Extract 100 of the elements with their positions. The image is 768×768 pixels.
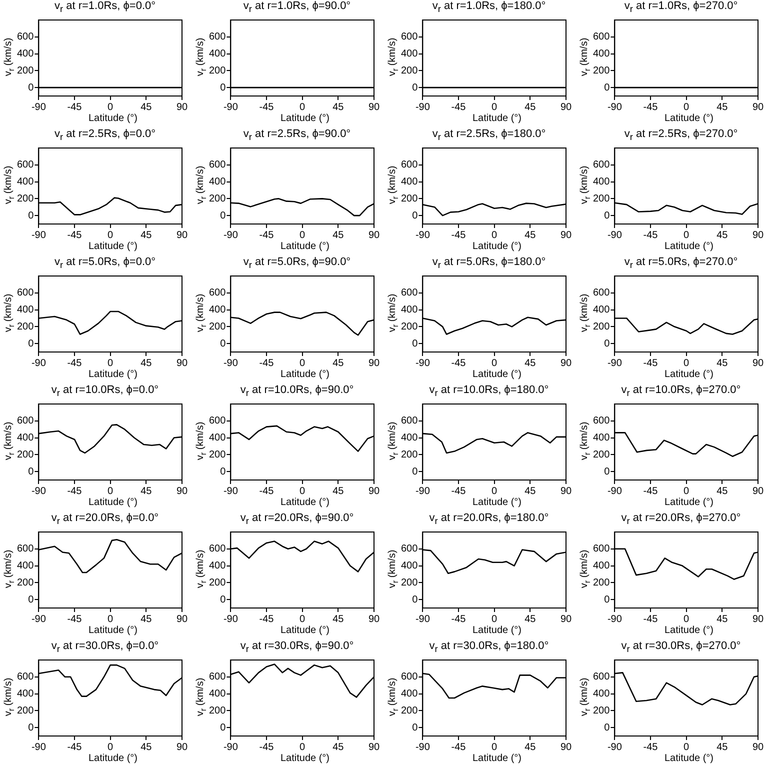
- x-tick-label: 45: [716, 102, 728, 113]
- y-tick-label: 600: [592, 416, 610, 427]
- y-tick-label: 0: [412, 82, 418, 94]
- x-tick-label: -45: [451, 742, 466, 753]
- x-tick-label: -45: [259, 102, 274, 113]
- x-tick-label: 45: [332, 102, 344, 113]
- x-tick-label: 0: [684, 358, 690, 369]
- chart-title: v$_{r}$ at r=20.0Rs, ϕ=0.0°: [50, 512, 160, 528]
- x-tick-label: -45: [643, 358, 658, 369]
- x-tick-label: 90: [368, 614, 380, 625]
- x-tick-label: -90: [415, 230, 430, 241]
- x-tick-label: 0: [492, 742, 498, 753]
- y-tick-label: 600: [16, 544, 34, 555]
- y-tick-label: 200: [16, 65, 34, 76]
- x-tick-label: 0: [492, 486, 498, 497]
- y-tick-label: 200: [592, 577, 610, 588]
- y-tick-label: 0: [220, 466, 226, 478]
- x-tick-label: 45: [524, 486, 536, 497]
- x-tick-label: 45: [140, 230, 152, 241]
- y-tick-label: 400: [16, 176, 34, 188]
- x-tick-label: 90: [560, 358, 572, 369]
- y-tick-label: 600: [16, 672, 34, 683]
- x-tick-label: -90: [223, 230, 238, 241]
- y-tick-label: 200: [16, 577, 34, 588]
- y-tick-label: 400: [16, 48, 34, 60]
- x-tick-label: -45: [67, 102, 82, 113]
- y-tick-label: 600: [592, 288, 610, 299]
- y-tick-label: 400: [400, 304, 418, 316]
- x-tick-label: -45: [643, 742, 658, 753]
- chart-title: v$_{r}$ at r=5.0Rs, ϕ=0.0°: [53, 256, 157, 272]
- x-tick-label: 0: [300, 614, 306, 625]
- y-tick-label: 400: [400, 432, 418, 444]
- y-tick-label: 600: [400, 288, 418, 299]
- x-tick-label: -90: [607, 358, 622, 369]
- x-tick-label: 45: [524, 230, 536, 241]
- x-tick-label: -90: [31, 742, 46, 753]
- x-axis-title: Latitude (°): [663, 113, 715, 125]
- x-axis-title: Latitude (°): [87, 369, 139, 381]
- x-tick-label: -90: [607, 742, 622, 753]
- x-tick-label: -45: [67, 486, 82, 497]
- y-tick-label: 400: [208, 48, 226, 60]
- y-tick-label: 200: [400, 705, 418, 716]
- x-tick-label: 45: [524, 358, 536, 369]
- x-tick-label: -90: [31, 230, 46, 241]
- chart-title: v$_{r}$ at r=1.0Rs, ϕ=0.0°: [53, 0, 157, 16]
- x-tick-label: -90: [607, 230, 622, 241]
- x-tick-label: -90: [223, 102, 238, 113]
- y-tick-label: 400: [208, 688, 226, 700]
- y-tick-label: 0: [604, 82, 610, 94]
- x-tick-label: 45: [332, 486, 344, 497]
- x-tick-label: 0: [300, 102, 306, 113]
- x-tick-label: -90: [415, 742, 430, 753]
- y-tick-label: 400: [16, 304, 34, 316]
- y-tick-label: 400: [400, 560, 418, 572]
- x-tick-label: -90: [415, 614, 430, 625]
- x-tick-label: 0: [492, 614, 498, 625]
- x-tick-label: 45: [332, 614, 344, 625]
- y-tick-label: 400: [592, 688, 610, 700]
- x-axis-title: Latitude (°): [663, 625, 715, 637]
- chart-title: v$_{r}$ at r=10.0Rs, ϕ=0.0°: [50, 384, 160, 400]
- x-tick-label: 45: [716, 614, 728, 625]
- y-tick-label: 0: [604, 210, 610, 222]
- x-tick-label: -90: [607, 614, 622, 625]
- chart-title: v$_{r}$ at r=1.0Rs, ϕ=270.0°: [623, 0, 739, 16]
- chart-title: v$_{r}$ at r=10.0Rs, ϕ=90.0°: [239, 384, 355, 400]
- x-tick-label: -90: [223, 486, 238, 497]
- y-tick-label: 600: [400, 32, 418, 43]
- y-tick-label: 200: [208, 193, 226, 204]
- y-tick-label: 0: [412, 466, 418, 478]
- x-tick-label: -45: [451, 230, 466, 241]
- y-tick-label: 0: [220, 82, 226, 94]
- x-tick-label: 90: [176, 230, 188, 241]
- x-axis-title: Latitude (°): [279, 625, 331, 637]
- y-tick-label: 600: [16, 32, 34, 43]
- y-tick-label: 0: [28, 594, 34, 606]
- x-tick-label: 45: [716, 230, 728, 241]
- x-axis-title: Latitude (°): [279, 113, 331, 125]
- x-axis-title: Latitude (°): [87, 113, 139, 125]
- x-tick-label: 45: [716, 742, 728, 753]
- x-tick-label: 90: [560, 230, 572, 241]
- x-axis-title: Latitude (°): [663, 369, 715, 381]
- y-tick-label: 600: [208, 32, 226, 43]
- x-tick-label: 45: [332, 230, 344, 241]
- y-tick-label: 600: [208, 544, 226, 555]
- x-tick-label: -45: [259, 358, 274, 369]
- x-tick-label: 90: [368, 486, 380, 497]
- x-tick-label: -90: [415, 486, 430, 497]
- x-tick-label: 45: [332, 742, 344, 753]
- x-axis-title: Latitude (°): [87, 497, 139, 509]
- x-tick-label: 90: [368, 742, 380, 753]
- chart-title: v$_{r}$ at r=1.0Rs, ϕ=90.0°: [242, 0, 352, 16]
- chart-title: v$_{r}$ at r=30.0Rs, ϕ=0.0°: [50, 640, 160, 656]
- y-tick-label: 400: [16, 432, 34, 444]
- y-tick-label: 600: [592, 672, 610, 683]
- y-tick-label: 0: [220, 594, 226, 606]
- x-tick-label: 45: [524, 102, 536, 113]
- y-tick-label: 600: [208, 288, 226, 299]
- x-tick-label: 0: [300, 358, 306, 369]
- y-tick-label: 400: [400, 176, 418, 188]
- x-tick-label: 45: [140, 742, 152, 753]
